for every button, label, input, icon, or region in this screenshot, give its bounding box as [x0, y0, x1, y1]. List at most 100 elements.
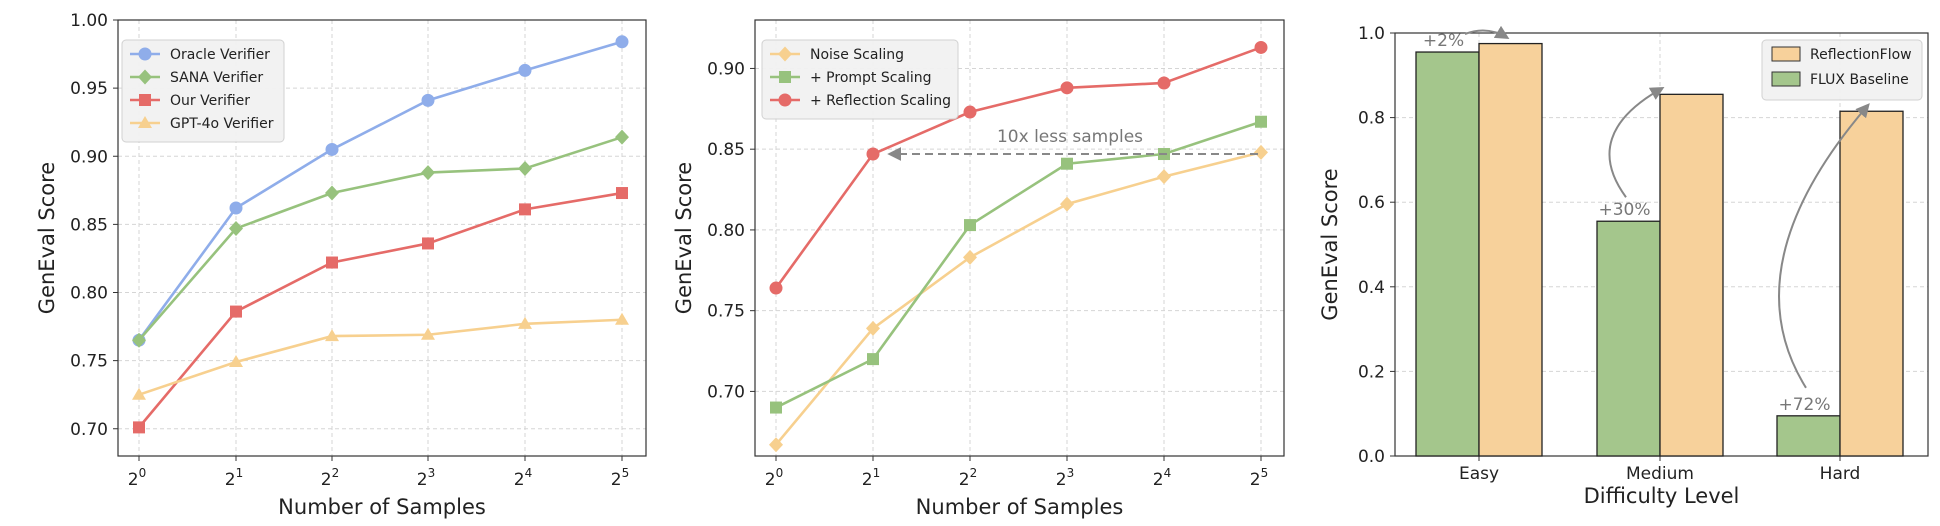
chart1-xtick-label-5: 25	[611, 466, 629, 490]
chart1-series-1-point-2	[325, 185, 339, 201]
chart1-series-3-point-0	[132, 387, 146, 400]
chart1-ylabel: GenEval Score	[35, 162, 59, 314]
chart1-series-3-point-1	[229, 354, 243, 367]
chart1-series-0-line	[137, 40, 623, 341]
chart2-ytick-label-2: 0.80	[707, 221, 745, 241]
chart1-series-2-point-1	[230, 305, 242, 318]
chart-verifier-comparison: 0.70 0.75 0.80 0.85 0.90 0.95 1.00 20 21 22 23 24 25…	[35, 11, 647, 519]
chart2-series-0-point-3	[1060, 196, 1074, 212]
chart1-series-1-point-3	[421, 165, 435, 181]
chart2-series-0-point-5	[1254, 144, 1268, 160]
chart2-ytick-label-4: 0.90	[707, 59, 745, 79]
chart2-legend-label-2: + Reflection Scaling	[810, 93, 951, 109]
chart1-series-1-point-1	[229, 220, 243, 236]
chart3-ytick-label-3: 0.6	[1358, 193, 1385, 213]
chart2-xtick-label-5: 25	[1250, 466, 1268, 490]
chart1-series-3-line	[138, 318, 623, 396]
chart1-legend-label-3: GPT-4o Verifier	[170, 116, 274, 132]
chart1-ytick-label-3: 0.85	[70, 215, 108, 235]
chart2-xtick-label-1: 21	[862, 466, 880, 490]
chart3-ytick-label-0: 0.0	[1358, 447, 1385, 467]
chart2-series-2-point-4	[1157, 76, 1171, 90]
chart2-series-2-line	[774, 46, 1262, 289]
chart1-legend-label-0: Oracle Verifier	[170, 47, 270, 63]
chart1-series-0-point-1	[229, 201, 243, 215]
chart2-series-2-point-3	[1060, 81, 1074, 95]
chart1-series-0-point-5	[615, 35, 629, 49]
chart3-ytick-label-2: 0.4	[1358, 278, 1385, 298]
chart3-bar-0-0	[1415, 51, 1480, 457]
chart3-annotation-label-0: +2%	[1423, 31, 1464, 51]
chart2-xtick-label-0: 20	[765, 466, 783, 490]
chart2-legend-box	[761, 39, 959, 120]
chart1-legend-box	[121, 39, 285, 143]
chart1-legend-marker-3	[138, 116, 152, 128]
chart2-xtick-label-4: 24	[1153, 466, 1171, 490]
chart3-bar-0-2	[1776, 415, 1841, 457]
chart2-series-2-point-1	[866, 147, 880, 161]
chart2-annotation-label: 10x less samples	[997, 127, 1143, 147]
chart3-bar-1-0	[1478, 42, 1543, 457]
chart2-xtick-label-3: 23	[1056, 466, 1074, 490]
chart2-xlabel: Number of Samples	[916, 495, 1124, 519]
chart2-series-0-point-0	[769, 437, 783, 453]
chart2-legend-label-1: + Prompt Scaling	[810, 70, 932, 86]
chart3-bar-0-1	[1596, 220, 1661, 457]
chart3-ytick-label-4: 0.8	[1358, 109, 1385, 129]
chart2-legend-marker-1	[779, 71, 791, 83]
chart1-series-1-point-5	[615, 129, 629, 145]
chart1-legend-label-2: Our Verifier	[170, 93, 250, 109]
chart1-xtick-label-2: 22	[321, 466, 339, 490]
chart3-ytick-label-5: 1.0	[1358, 24, 1385, 44]
chart1-series-1-point-4	[518, 161, 532, 177]
chart2-series-2-point-5	[1254, 40, 1268, 54]
chart3-xlabel: Difficulty Level	[1584, 484, 1740, 508]
chart1-xlabel: Number of Samples	[278, 495, 486, 519]
chart1-ytick-label-5: 0.95	[70, 79, 108, 99]
chart3-annotation-arrow-2	[1778, 103, 1870, 389]
chart2-xtick-label-2: 22	[959, 466, 977, 490]
chart3-bar-1-1	[1659, 93, 1724, 457]
chart2-series-1-point-1	[867, 353, 879, 366]
chart1-legend-marker-2	[139, 94, 151, 106]
chart1-ytick-label-1: 0.75	[70, 352, 108, 372]
chart3-annotation-label-2: +72%	[1778, 395, 1830, 415]
chart2-series-1-point-5	[1255, 115, 1267, 128]
chart1-series-3-point-3	[421, 327, 435, 340]
chart-scaling-comparison: 0.70 0.75 0.80 0.85 0.90 20 21 22 23 24 25 Number o…	[672, 19, 1285, 519]
chart1-series-0-point-4	[518, 63, 532, 77]
chart1-ytick-label-4: 0.90	[70, 147, 108, 167]
chart2-series-0-point-4	[1157, 169, 1171, 185]
chart1-series-2-point-3	[422, 237, 434, 250]
chart1-legend-marker-1	[138, 69, 152, 85]
chart1-ytick-label-6: 1.00	[70, 11, 108, 31]
chart3-legend-swatch-0	[1771, 46, 1801, 62]
chart1-ytick-label-0: 0.70	[70, 420, 108, 440]
chart1-plot-frame	[117, 19, 647, 457]
chart3-annotation-label-1: +30%	[1598, 200, 1650, 220]
chart1-series-3-point-2	[325, 329, 339, 342]
chart1-ytick-label-2: 0.80	[70, 284, 108, 304]
chart3-ylabel: GenEval Score	[1318, 168, 1342, 320]
chart2-ylabel: GenEval Score	[672, 162, 696, 314]
chart3-legend-label-1: FLUX Baseline	[1810, 72, 1909, 88]
chart3-legend-box	[1761, 39, 1923, 101]
chart3-annotation-arrow-0	[1464, 25, 1510, 40]
chart2-series-2-point-2	[963, 105, 977, 119]
chart1-series-2-point-0	[133, 421, 145, 434]
chart1-xtick-label-0: 20	[128, 466, 146, 490]
chart1-xtick-label-1: 21	[225, 466, 243, 490]
chart1-series-0-point-2	[325, 142, 339, 156]
chart1-series-3-point-5	[615, 312, 629, 325]
chart1-series-1-point-0	[132, 332, 146, 348]
chart3-ytick-label-1: 0.2	[1358, 362, 1385, 382]
chart2-series-2-point-0	[769, 281, 783, 295]
chart2-legend-marker-0	[778, 46, 792, 62]
chart1-series-2-line	[138, 191, 623, 429]
chart2-ytick-label-1: 0.75	[707, 302, 745, 322]
chart2-plot-frame	[754, 19, 1285, 457]
chart-difficulty-bars: 0.0 0.2 0.4 0.6 0.8 1.0 Easy Medium Hard Difficul…	[1318, 24, 1929, 508]
chart1-xtick-label-4: 24	[514, 466, 532, 490]
chart2-series-0-point-2	[963, 249, 977, 265]
